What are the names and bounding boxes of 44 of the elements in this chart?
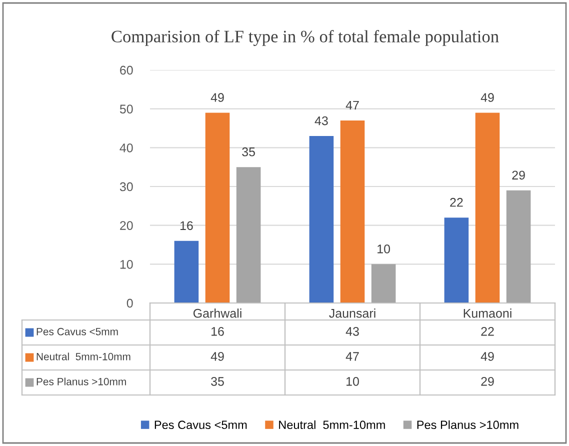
y-tick-label: 30 [120,182,133,192]
bar [340,120,365,303]
data-label: 35 [242,147,255,156]
text: 10 [346,377,359,386]
bar [236,167,261,303]
bar [205,112,230,303]
data-label: 22 [450,198,463,207]
bar [174,240,199,303]
data-label: 49 [480,93,494,102]
y-tick-label: 50 [120,104,133,114]
bar [371,264,396,303]
text: Pes Planus >10mm [36,378,126,386]
data-label: 49 [210,93,224,102]
text: 22 [481,327,494,336]
data-label: 43 [314,116,328,126]
y-tick-label: 0 [126,298,133,308]
bar [475,112,500,303]
text: Neutral 5mm-10mm [279,420,385,430]
text: 29 [481,377,494,386]
legend-label: Neutral 5mm-10mm [36,352,130,360]
y-tick-label: 60 [120,66,133,75]
x-tick-label: Kumaoni [464,308,512,318]
y-tick-label: 10 [120,260,133,269]
text: 49 [480,352,494,361]
data-label: 10 [378,244,390,254]
bar [506,190,531,303]
y-tick-label: 40 [120,143,133,152]
chart-title: Comparision of LF type in % of total female population [112,30,499,46]
text: 16 [212,327,224,336]
x-tick-label: Garhwali [193,308,242,318]
data-label: 47 [346,100,359,110]
text: 43 [346,327,359,336]
data-label: 29 [512,170,525,180]
text: 49 [210,352,224,361]
text: 35 [211,377,224,386]
text: Pes Cavus <5mm [154,420,247,430]
y-tick-label: 20 [120,221,133,230]
x-tick-label: Jaunsari [329,308,376,318]
legend-label: Pes Cavus <5mm [36,328,118,336]
bar [309,136,334,303]
data-label: 16 [180,221,193,230]
legend-label: Pes Planus >10mm [417,420,518,430]
text: 47 [346,352,359,361]
bar [444,218,469,303]
